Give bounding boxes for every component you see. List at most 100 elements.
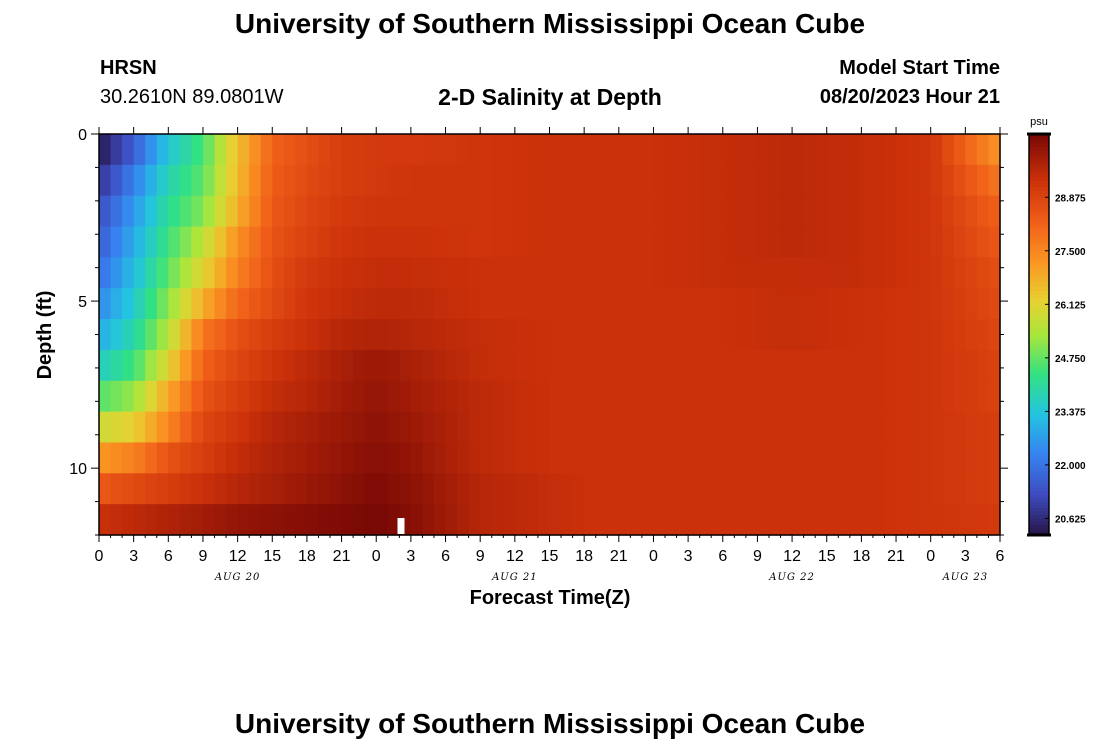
heatmap-cell	[768, 442, 782, 474]
heatmap-cell	[618, 380, 631, 413]
heatmap-cell	[561, 504, 574, 536]
heatmap-cell	[364, 134, 377, 166]
heatmap-cell	[942, 319, 955, 351]
heatmap-cell	[99, 504, 112, 536]
heatmap-cell	[711, 288, 724, 320]
heatmap-cell	[919, 319, 932, 351]
x-tick-label: 9	[753, 548, 762, 565]
colorbar-swatch	[1029, 150, 1049, 155]
heatmap-cell	[410, 411, 424, 444]
heatmap-cell	[249, 226, 262, 258]
colorbar-swatch	[1029, 147, 1049, 152]
heatmap-cell	[965, 288, 978, 320]
heatmap-cell	[641, 288, 655, 320]
heatmap-cell	[202, 134, 216, 166]
heatmap-cell	[838, 288, 851, 320]
colorbar-swatch	[1029, 461, 1049, 466]
heatmap-cell	[503, 380, 516, 413]
heatmap-cell	[330, 288, 343, 320]
heatmap-cell	[272, 134, 285, 166]
heatmap-cell	[272, 411, 285, 444]
heatmap-cell	[133, 380, 146, 413]
heatmap-cell	[665, 380, 678, 413]
heatmap-cell	[457, 349, 470, 382]
colorbar-swatch	[1029, 304, 1049, 309]
heatmap-cell	[433, 411, 447, 444]
heatmap-cell	[214, 226, 227, 258]
heatmap-cell	[202, 349, 216, 382]
heatmap-cell	[503, 226, 516, 258]
heatmap-cell	[595, 195, 608, 228]
heatmap-cell	[849, 411, 862, 444]
colorbar-swatch	[1029, 411, 1049, 416]
heatmap-cell	[503, 319, 516, 351]
heatmap-cell	[549, 504, 562, 536]
heatmap-cell	[757, 411, 770, 444]
heatmap-cell	[665, 504, 678, 536]
heatmap-cell	[491, 349, 504, 382]
heatmap-cell	[387, 195, 400, 228]
heatmap-cell	[514, 319, 527, 351]
heatmap-cell	[907, 411, 920, 444]
colorbar-swatch	[1029, 297, 1049, 302]
heatmap-cell	[306, 288, 320, 320]
heatmap-cell	[110, 473, 123, 505]
axes: 0 5 10 0 3 6 9 12 15 18 21 0 3 6 9 12 15 18 21 0 3 6 9 12 15 18 21…	[69, 127, 1008, 583]
x-tick-label: 6	[441, 548, 450, 565]
heatmap-cell	[410, 319, 424, 351]
heatmap-cell	[445, 288, 458, 320]
heatmap-cell	[826, 164, 839, 197]
heatmap-cell	[491, 226, 504, 258]
colorbar-swatch	[1029, 478, 1049, 483]
heatmap-cell	[514, 349, 527, 382]
heatmap-cell	[179, 442, 193, 474]
heatmap-cell	[214, 411, 227, 444]
date-label: AUG 21	[491, 572, 538, 583]
x-tick-label: 12	[783, 548, 801, 565]
heatmap-cell	[376, 349, 389, 382]
heatmap-cell	[341, 411, 354, 444]
heatmap-cell	[757, 380, 770, 413]
heatmap-cell	[168, 349, 181, 382]
heatmap-cell	[826, 473, 839, 505]
heatmap-cell	[838, 442, 851, 474]
heatmap-cell	[214, 380, 227, 413]
heatmap-cell	[283, 349, 296, 382]
heatmap-cell	[133, 349, 146, 382]
heatmap-cell	[757, 442, 770, 474]
heatmap-cell	[514, 288, 527, 320]
heatmap-cell	[826, 134, 839, 166]
heatmap-cell	[884, 380, 897, 413]
heatmap-cell	[260, 319, 273, 351]
heatmap-cell	[387, 411, 400, 444]
heatmap-cell	[688, 164, 701, 197]
heatmap-cell	[907, 442, 920, 474]
heatmap-cell	[607, 288, 620, 320]
x-tick-label: 21	[610, 548, 628, 565]
heatmap-cell	[214, 319, 227, 351]
heatmap-cell	[595, 411, 608, 444]
heatmap-cell	[514, 226, 527, 258]
heatmap-cell	[849, 349, 862, 382]
heatmap-cell	[826, 226, 839, 258]
heatmap-cell	[214, 257, 227, 289]
heatmap-cell	[318, 288, 331, 320]
colorbar-swatch	[1029, 257, 1049, 262]
x-tick-label: 6	[996, 548, 1005, 565]
heatmap-cell	[572, 380, 585, 413]
heatmap-cell	[919, 411, 932, 444]
heatmap-cell	[826, 349, 839, 382]
heatmap-cell	[676, 411, 689, 444]
heatmap-cell	[145, 257, 158, 289]
heatmap-cell	[110, 411, 123, 444]
heatmap-cell	[376, 380, 389, 413]
colorbar-swatch	[1029, 481, 1049, 486]
heatmap-cell	[561, 319, 574, 351]
heatmap-cell	[410, 504, 424, 536]
heatmap-cell	[653, 380, 666, 413]
heatmap-cell	[364, 226, 377, 258]
heatmap-cell	[745, 504, 759, 536]
heatmap-cell	[237, 288, 250, 320]
heatmap-cell	[745, 288, 759, 320]
heatmap-cell	[896, 349, 909, 382]
